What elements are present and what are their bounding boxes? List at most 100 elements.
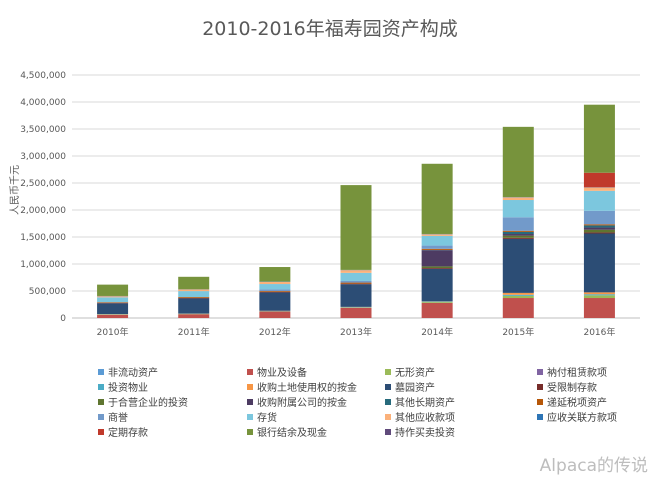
bar-segment xyxy=(583,295,615,299)
bar-segment xyxy=(97,296,129,298)
y-axis-ticks: 0 500,000 1,000,000 1,500,000 2,000,000 2,500… xyxy=(20,71,66,324)
bar-segment xyxy=(502,238,534,293)
legend-swatch xyxy=(247,429,253,435)
bar-segment xyxy=(583,227,615,230)
bar-segment xyxy=(340,284,372,307)
y-tick-label: 0 xyxy=(60,314,66,324)
bar-segment xyxy=(502,295,534,299)
bar-segment xyxy=(259,292,291,311)
bar-segment xyxy=(502,200,534,218)
legend-label: 非流动资产 xyxy=(108,366,158,379)
bar-segment xyxy=(421,250,453,267)
bar-segment xyxy=(583,210,615,225)
bar-segment xyxy=(340,272,372,281)
x-tick-label: 2016年 xyxy=(583,326,615,338)
bar-segment xyxy=(583,298,615,318)
bar-segment xyxy=(583,172,615,188)
y-tick-label: 2,500,000 xyxy=(20,179,66,189)
bar-segment xyxy=(502,126,534,198)
legend-swatch xyxy=(247,399,253,405)
bar-segment xyxy=(178,314,210,318)
y-tick-label: 500,000 xyxy=(29,287,66,297)
bar-segment xyxy=(340,307,372,318)
legend-label: 持作买卖投资 xyxy=(395,426,455,439)
legend-swatch xyxy=(247,369,253,375)
y-tick-label: 1,000,000 xyxy=(20,260,66,270)
legend-swatch xyxy=(98,384,104,390)
legend-swatch xyxy=(385,429,391,435)
bar-segment xyxy=(178,276,210,290)
legend-label: 于合营企业的投资 xyxy=(108,396,188,409)
bar-segment xyxy=(583,292,615,295)
x-tick-label: 2010年 xyxy=(97,326,129,338)
legend-label: 收购附属公司的按金 xyxy=(257,396,347,409)
bar-segment xyxy=(421,267,453,269)
bar-segment xyxy=(502,197,534,201)
bar-segment xyxy=(421,302,453,318)
bar-segment xyxy=(97,303,129,315)
chart-title: 2010-2016年福寿园资产构成 xyxy=(202,18,458,40)
bar-segment xyxy=(97,297,129,303)
legend-swatch xyxy=(385,369,391,375)
legend-label: 银行结余及现金 xyxy=(257,426,327,439)
bar-segment xyxy=(178,297,210,298)
bar-segment xyxy=(340,270,372,273)
bar-segment xyxy=(259,281,291,285)
legend-swatch xyxy=(98,399,104,405)
legend-label: 其他长期资产 xyxy=(395,396,455,409)
legend-swatch xyxy=(247,414,253,420)
bar-segment xyxy=(421,268,453,302)
legend-label: 受限制存款 xyxy=(547,381,597,394)
bar-segment xyxy=(178,298,210,314)
legend-swatch xyxy=(247,384,253,390)
x-tick-label: 2015年 xyxy=(502,326,534,338)
legend-swatch xyxy=(537,369,543,375)
legend-label: 投资物业 xyxy=(108,381,148,394)
bar-segment xyxy=(97,302,129,304)
legend-label: 存货 xyxy=(257,411,277,424)
y-tick-label: 3,500,000 xyxy=(20,125,66,135)
bar-segment xyxy=(421,302,453,303)
y-tick-label: 2,000,000 xyxy=(20,206,66,216)
bar-segment xyxy=(583,224,615,226)
y-tick-label: 1,500,000 xyxy=(20,233,66,243)
bar-segment xyxy=(340,282,372,284)
legend-swatch xyxy=(537,399,543,405)
bar-segment xyxy=(502,294,534,296)
legend-swatch xyxy=(98,369,104,375)
legend-swatch xyxy=(537,384,543,390)
y-tick-label: 3,000,000 xyxy=(20,152,66,162)
legend-label: 墓园资产 xyxy=(395,381,435,394)
bar-segment xyxy=(502,231,534,235)
bar-segment xyxy=(583,233,615,293)
y-tick-label: 4,500,000 xyxy=(20,71,66,81)
bar-segment xyxy=(340,283,372,285)
bar-segment xyxy=(421,266,453,268)
bar-segment xyxy=(421,245,453,249)
bar-segment xyxy=(259,291,291,292)
legend-label: 定期存款 xyxy=(108,426,148,439)
bar-segment xyxy=(502,234,534,236)
x-tick-label: 2012年 xyxy=(259,326,291,338)
bar-segment xyxy=(97,302,129,303)
bar-segment xyxy=(421,163,453,234)
bar-segment xyxy=(583,229,615,233)
legend-swatch xyxy=(385,399,391,405)
bar-segment xyxy=(340,185,372,270)
x-tick-label: 2014年 xyxy=(421,326,453,338)
watermark-text: Alpaca的传说 xyxy=(540,456,648,476)
y-axis-label: 人民币千元 xyxy=(9,165,21,215)
legend-label: 收购土地使用权的按金 xyxy=(257,381,357,394)
x-tick-label: 2011年 xyxy=(178,326,210,338)
bar-segment xyxy=(583,104,615,173)
bar-segment xyxy=(502,292,534,295)
bar-segment xyxy=(178,289,210,292)
y-tick-label: 4,000,000 xyxy=(20,98,66,108)
bar-segment xyxy=(502,230,534,232)
bar-segment xyxy=(502,217,534,231)
legend-label: 物业及设备 xyxy=(257,366,307,379)
bar-segment xyxy=(421,235,453,246)
